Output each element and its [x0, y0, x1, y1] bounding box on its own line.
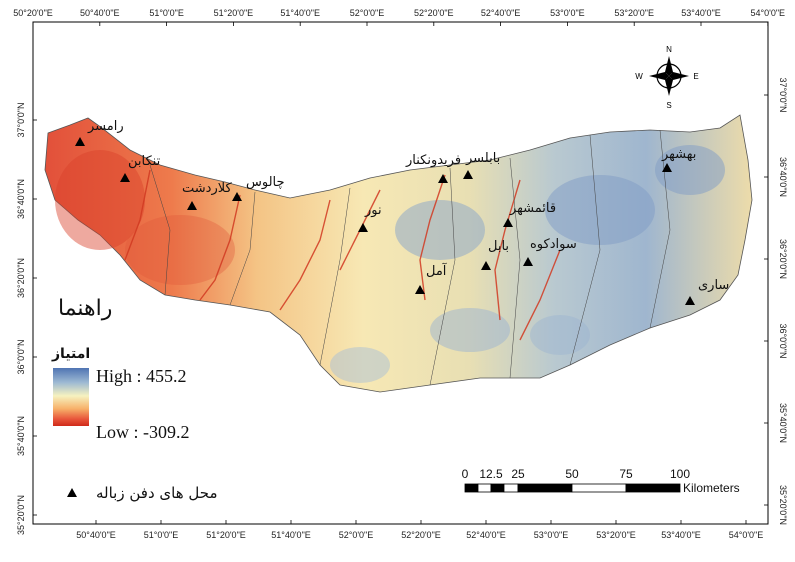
left-tick-label: 35°40'0"N [16, 416, 26, 456]
city-label: رامسر [87, 119, 124, 134]
landfill-marker [503, 218, 513, 227]
bottom-tick-label: 53°40'0"E [661, 530, 701, 540]
top-tick-label: 51°20'0"E [214, 8, 254, 18]
city-label: فریدونکنار [405, 153, 461, 168]
top-tick-label: 52°40'0"E [481, 8, 521, 18]
right-tick-label: 35°20'0"N [778, 485, 788, 525]
city-label: تنکابن [128, 154, 161, 169]
landfill-marker [481, 261, 491, 270]
top-tick-label: 51°40'0"E [280, 8, 320, 18]
scale-bar-label: 12.5 [479, 467, 503, 481]
right-tick-label: 36°20'0"N [778, 239, 788, 279]
top-tick-label: 50°40'0"E [80, 8, 120, 18]
legend-title: راهنما [58, 296, 112, 321]
right-tick-label: 37°0'0"N [778, 77, 788, 112]
bottom-tick-label: 53°0'0"E [534, 530, 569, 540]
scale-bar-label: 75 [619, 467, 633, 481]
city-label: نور [364, 203, 382, 218]
bottom-tick-label: 51°40'0"E [271, 530, 311, 540]
legend-color-ramp [53, 368, 89, 426]
landfill-sites: رامسر تنکابن کلاردشت چالوس نور آمل بابلس… [75, 119, 729, 305]
right-tick-label: 36°40'0"N [778, 157, 788, 197]
left-tick-label: 36°0'0"N [16, 339, 26, 374]
legend-landfill-symbol [67, 488, 77, 497]
top-tick-label: 52°20'0"E [414, 8, 454, 18]
scale-bar-label: 0 [462, 467, 469, 481]
city-label: قائمشهر [509, 201, 556, 216]
city-label: کلاردشت [182, 181, 232, 196]
city-label: بابل [488, 239, 509, 254]
compass-n: N [666, 45, 672, 54]
top-tick-label: 53°0'0"E [550, 8, 585, 18]
bottom-tick-label: 51°0'0"E [144, 530, 179, 540]
province-raster [44, 114, 753, 393]
landfill-marker [187, 201, 197, 210]
top-tick-label: 53°20'0"E [614, 8, 654, 18]
north-arrow-icon: N S E W [635, 45, 698, 110]
bottom-tick-label: 51°20'0"E [206, 530, 246, 540]
landfill-marker [523, 257, 533, 266]
legend-symbol-label: محل های دفن زباله [96, 484, 217, 502]
landfill-marker [438, 174, 448, 183]
landfill-marker [415, 285, 425, 294]
legend-low-label: Low : -309.2 [96, 422, 190, 442]
landfill-marker [120, 173, 130, 182]
bottom-longitude-ticks: 50°40'0"E 51°0'0"E 51°20'0"E 51°40'0"E 52°0'… [76, 520, 763, 540]
compass-e: E [693, 72, 698, 81]
bottom-tick-label: 54°0'0"E [729, 530, 764, 540]
left-latitude-ticks: 37°0'0"N 36°40'0"N 36°20'0"N 36°0'0"N 35°40'… [16, 102, 37, 535]
bottom-tick-label: 50°40'0"E [76, 530, 116, 540]
bottom-tick-label: 52°20'0"E [401, 530, 441, 540]
landfill-marker [463, 170, 473, 179]
landfill-marker [685, 296, 695, 305]
left-tick-label: 37°0'0"N [16, 102, 26, 137]
scale-bar-label: 100 [670, 467, 690, 481]
left-tick-label: 35°20'0"N [16, 495, 26, 535]
right-tick-label: 35°40'0"N [778, 403, 788, 443]
city-label: ساری [698, 278, 729, 293]
bottom-tick-label: 53°20'0"E [596, 530, 636, 540]
city-label: چالوس [246, 175, 285, 190]
legend-subtitle: امتیاز [51, 346, 90, 362]
landfill-marker [232, 192, 242, 201]
top-tick-label: 54°0'0"E [751, 8, 786, 18]
city-label: بهشهر [661, 147, 696, 162]
city-label: سوادکوه [530, 237, 577, 252]
top-tick-label: 52°0'0"E [350, 8, 385, 18]
legend: راهنما امتیاز High : 455.2 Low : -309.2 … [51, 296, 217, 502]
scale-bar-label: 25 [511, 467, 525, 481]
top-tick-label: 51°0'0"E [149, 8, 184, 18]
top-tick-label: 50°20'0"E [13, 8, 53, 18]
top-tick-label: 53°40'0"E [681, 8, 721, 18]
landfill-marker [75, 137, 85, 146]
landfill-marker [358, 223, 368, 232]
city-label: آمل [426, 262, 448, 279]
scale-bar: 0 12.5 25 50 75 100 Kilometers [462, 467, 740, 495]
bottom-tick-label: 52°0'0"E [339, 530, 374, 540]
scale-bar-label: 50 [565, 467, 579, 481]
compass-w: W [635, 72, 643, 81]
right-tick-label: 36°0'0"N [778, 323, 788, 358]
scale-bar-unit: Kilometers [683, 481, 740, 495]
city-label: بابلسر [465, 151, 500, 166]
top-longitude-ticks: 50°20'0"E 50°40'0"E 51°0'0"E 51°20'0"E 51°40… [13, 8, 785, 26]
left-tick-label: 36°20'0"N [16, 258, 26, 298]
legend-high-label: High : 455.2 [96, 366, 187, 386]
left-tick-label: 36°40'0"N [16, 179, 26, 219]
landfill-marker [662, 163, 672, 172]
compass-s: S [666, 101, 671, 110]
bottom-tick-label: 52°40'0"E [466, 530, 506, 540]
right-latitude-ticks: 37°0'0"N 36°40'0"N 36°20'0"N 36°0'0"N 35°40'… [764, 77, 788, 525]
